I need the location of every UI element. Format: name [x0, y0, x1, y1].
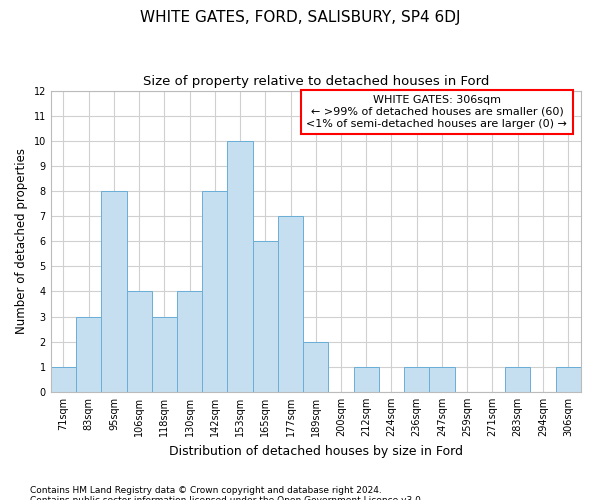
Bar: [556, 367, 581, 392]
Bar: [303, 342, 328, 392]
Bar: [51, 367, 76, 392]
Bar: [278, 216, 303, 392]
Text: WHITE GATES, FORD, SALISBURY, SP4 6DJ: WHITE GATES, FORD, SALISBURY, SP4 6DJ: [140, 10, 460, 25]
X-axis label: Distribution of detached houses by size in Ford: Distribution of detached houses by size …: [169, 444, 463, 458]
Text: WHITE GATES: 306sqm
← >99% of detached houses are smaller (60)
<1% of semi-detac: WHITE GATES: 306sqm ← >99% of detached h…: [307, 96, 568, 128]
Bar: [505, 367, 530, 392]
Bar: [127, 292, 152, 392]
Bar: [202, 191, 227, 392]
Text: Contains public sector information licensed under the Open Government Licence v3: Contains public sector information licen…: [30, 496, 424, 500]
Bar: [430, 367, 455, 392]
Bar: [227, 141, 253, 392]
Title: Size of property relative to detached houses in Ford: Size of property relative to detached ho…: [143, 75, 489, 88]
Bar: [76, 316, 101, 392]
Bar: [353, 367, 379, 392]
Bar: [253, 241, 278, 392]
Text: Contains HM Land Registry data © Crown copyright and database right 2024.: Contains HM Land Registry data © Crown c…: [30, 486, 382, 495]
Bar: [101, 191, 127, 392]
Y-axis label: Number of detached properties: Number of detached properties: [15, 148, 28, 334]
Bar: [152, 316, 177, 392]
Bar: [177, 292, 202, 392]
Bar: [404, 367, 430, 392]
